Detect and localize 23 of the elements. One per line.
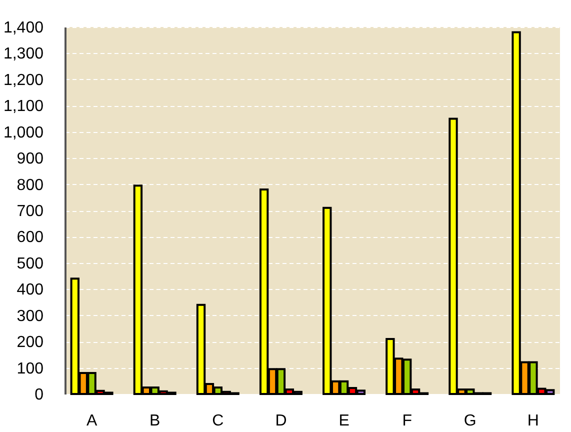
x-tick-label: D — [275, 412, 287, 430]
x-tick-label: A — [86, 412, 98, 430]
y-tick-label: 100 — [16, 360, 44, 378]
y-tick-label: 500 — [16, 255, 44, 272]
y-tick-label: 1,200 — [3, 72, 44, 89]
y-tick-label: 1,100 — [3, 98, 44, 116]
x-tick-label: C — [212, 412, 224, 430]
y-tick-label: 0 — [34, 386, 44, 404]
y-tick-label: 200 — [16, 334, 44, 352]
y-tick-label: 700 — [16, 203, 44, 220]
y-tick-label: 800 — [16, 176, 44, 194]
x-tick-label: E — [338, 412, 350, 430]
y-tick-label: 900 — [16, 150, 44, 168]
x-tick-label: H — [527, 412, 539, 430]
y-tick-label: 1,000 — [3, 124, 44, 142]
y-tick-label: 1,300 — [3, 46, 44, 63]
y-tick-label: 300 — [16, 308, 44, 325]
y-tick-label: 600 — [16, 229, 44, 246]
x-tick-label: F — [402, 412, 412, 430]
y-tick-label: 1,400 — [3, 20, 44, 36]
y-tick-label: 400 — [16, 282, 44, 299]
x-tick-label: G — [464, 412, 476, 430]
x-tick-label: B — [150, 412, 160, 430]
